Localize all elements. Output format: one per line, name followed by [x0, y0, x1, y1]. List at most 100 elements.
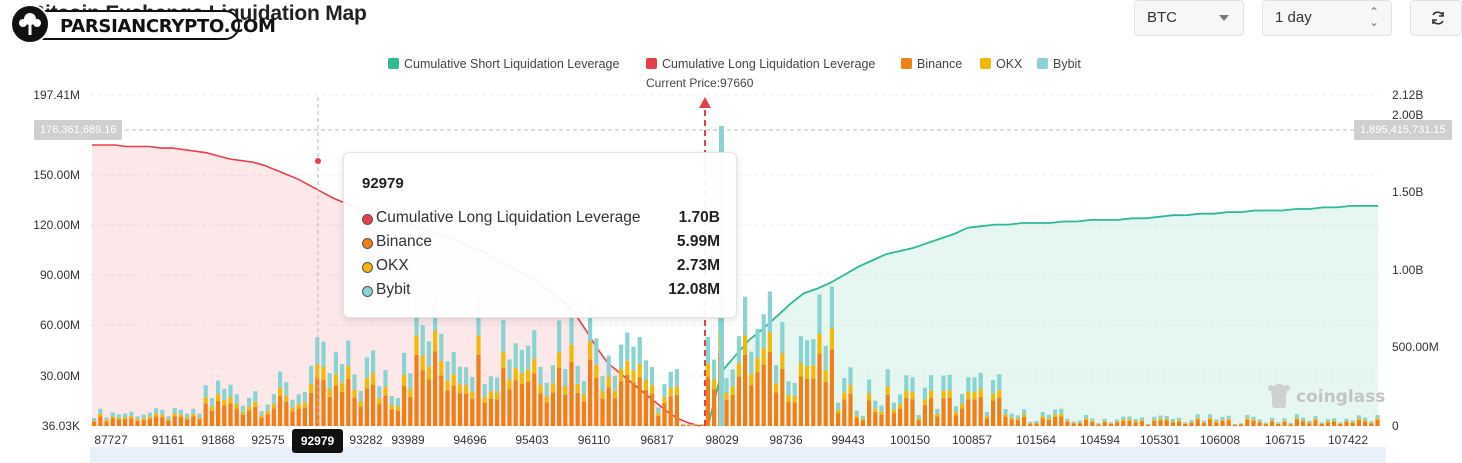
bar-binance: [265, 414, 270, 426]
range-select[interactable]: 1 day ⌃ ⌄: [1262, 0, 1392, 36]
bar-bybit: [296, 394, 301, 404]
symbol-select[interactable]: BTC: [1134, 0, 1244, 36]
bar-binance: [309, 392, 314, 426]
bar-bybit: [1065, 418, 1070, 421]
bar-binance: [693, 424, 698, 426]
bar-bybit: [947, 374, 952, 391]
bar-bybit: [501, 320, 506, 352]
bar-bybit: [960, 394, 965, 404]
bar-binance: [1276, 423, 1281, 426]
bar-okx: [240, 411, 245, 415]
bar-bybit: [1158, 415, 1163, 419]
zoom-slider[interactable]: [90, 447, 1386, 463]
bar-binance: [873, 412, 878, 426]
bar-binance: [724, 399, 729, 426]
bar-binance: [922, 404, 927, 426]
bar-bybit: [1084, 414, 1089, 419]
bar-binance: [110, 418, 115, 426]
legend-item-okx[interactable]: OKX: [980, 57, 1022, 71]
bar-okx: [395, 406, 400, 411]
bar-okx: [916, 418, 921, 420]
bar-binance: [1139, 421, 1144, 426]
bar-binance: [668, 396, 673, 426]
bar-binance: [116, 419, 121, 426]
bar-binance: [1245, 419, 1250, 426]
bar-okx: [606, 376, 611, 388]
bar-bybit: [1332, 418, 1337, 421]
bar-okx: [935, 414, 940, 417]
legend-item-short[interactable]: Cumulative Short Liquidation Leverage: [388, 57, 619, 71]
bar-bybit: [600, 376, 605, 392]
bar-binance: [222, 405, 227, 426]
bar-binance: [848, 393, 853, 426]
bar-okx: [1263, 423, 1268, 425]
x-tick-label: 96110: [578, 433, 611, 447]
bar-binance: [1338, 423, 1343, 426]
bar-okx: [1189, 421, 1194, 423]
bar-bybit: [842, 377, 847, 393]
bar-binance: [178, 417, 183, 426]
bar-binance: [991, 400, 996, 426]
bar-bybit: [966, 377, 971, 392]
bar-binance: [123, 419, 128, 426]
bar-binance: [1232, 424, 1237, 426]
bar-binance: [1003, 416, 1008, 426]
legend-item-long[interactable]: Cumulative Long Liquidation Leverage: [646, 57, 875, 71]
bar-binance: [166, 420, 171, 426]
bar-okx: [997, 389, 1002, 398]
bar-bybit: [637, 337, 642, 364]
bar-bybit: [817, 294, 822, 334]
bar-binance: [550, 392, 555, 426]
bar-binance: [321, 379, 326, 426]
bar-okx: [668, 388, 673, 397]
bar-okx: [340, 382, 345, 393]
tooltip-row-binance: Binance 5.99M: [362, 233, 720, 255]
x-tick-label: 98029: [705, 433, 739, 447]
bar-okx: [482, 396, 487, 403]
legend-item-bybit[interactable]: Bybit: [1037, 57, 1081, 71]
legend-swatch: [980, 58, 991, 69]
bar-binance: [532, 373, 537, 426]
bar-bybit: [402, 352, 407, 375]
bar-bybit: [327, 373, 332, 389]
bar-binance: [1096, 424, 1101, 426]
bar-binance: [185, 419, 190, 426]
chart-tooltip: 92979 Cumulative Long Liquidation Levera…: [343, 152, 737, 318]
bar-bybit: [1313, 416, 1318, 420]
bar-okx: [743, 335, 748, 355]
refresh-button[interactable]: [1410, 0, 1462, 36]
y-left-tick-label: 60.00M: [40, 318, 80, 332]
bar-binance: [371, 384, 376, 426]
legend-item-binance[interactable]: Binance: [901, 57, 962, 71]
bar-okx: [922, 399, 927, 405]
bar-okx: [674, 386, 679, 395]
tooltip-label: Cumulative Long Liquidation Leverage: [376, 209, 641, 226]
bar-okx: [321, 366, 326, 380]
bar-bybit: [532, 330, 537, 359]
bar-okx: [854, 415, 859, 418]
bar-binance: [253, 406, 258, 426]
bar-binance: [216, 401, 221, 426]
chart-legend: Cumulative Short Liquidation Leverage Cu…: [0, 57, 1462, 75]
bar-bybit: [1189, 420, 1194, 422]
bar-bybit: [92, 418, 97, 421]
bar-binance: [1121, 420, 1126, 426]
bar-okx: [805, 366, 810, 379]
bar-bybit: [991, 379, 996, 394]
x-tick-label: 99443: [831, 433, 865, 447]
bar-bybit: [786, 381, 791, 395]
bar-okx: [650, 384, 655, 394]
bar-bybit: [941, 375, 946, 391]
bar-okx: [135, 419, 140, 421]
bar-bybit: [581, 381, 586, 395]
bar-okx: [817, 333, 822, 354]
bar-bybit: [470, 377, 475, 392]
bar-okx: [1108, 423, 1113, 424]
bar-okx: [1363, 420, 1368, 422]
bar-okx: [929, 390, 934, 398]
bar-bybit: [358, 390, 363, 402]
bar-okx: [1270, 420, 1275, 422]
bar-binance: [98, 416, 103, 426]
bar-okx: [352, 389, 357, 398]
bar-bybit: [1270, 417, 1275, 421]
